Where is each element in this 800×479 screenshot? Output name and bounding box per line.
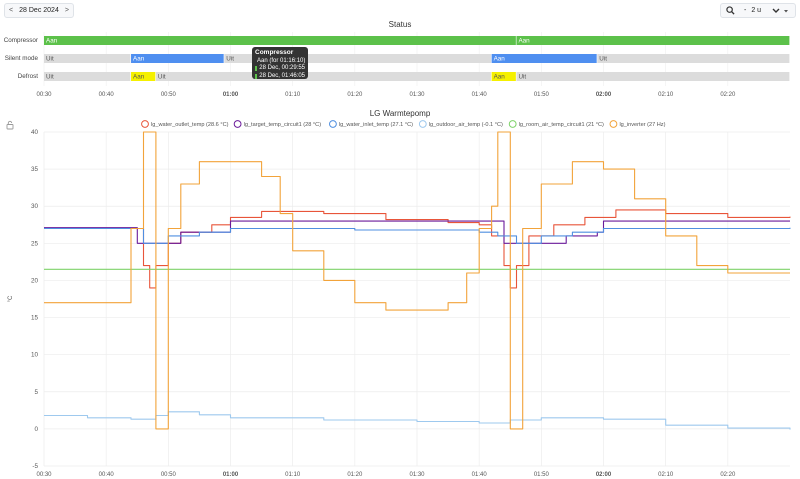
status-segment-label: Uit: [226, 56, 234, 63]
legend-marker[interactable]: [609, 120, 618, 128]
y-tick-label: 30: [31, 203, 39, 210]
status-time-tick: 02:20: [720, 92, 736, 98]
x-tick-label: 00:50: [161, 472, 177, 478]
chart-title: LG Warmtepomp: [369, 109, 431, 118]
status-time-tick: 02:00: [596, 92, 612, 98]
y-tick-label: 25: [31, 240, 39, 247]
status-segment-label: Aan: [46, 38, 58, 45]
x-tick-label: 01:30: [409, 472, 425, 478]
prev-day-button[interactable]: <: [9, 7, 14, 14]
status-segment-label: Aan: [133, 56, 145, 63]
legend-item[interactable]: lg_outdoor_air_temp (-0.1 °C): [429, 122, 503, 128]
status-time-tick: 01:20: [347, 92, 363, 98]
x-tick-label: 00:40: [99, 472, 115, 478]
x-tick-label: 00:30: [36, 472, 52, 478]
status-row-label: Silent mode: [5, 55, 39, 62]
status-time-tick: 00:30: [36, 92, 52, 98]
zoom-icon[interactable]: [726, 6, 735, 15]
legend-item[interactable]: lg_target_temp_circuit1 (28 °C): [244, 122, 322, 128]
status-segment[interactable]: [131, 54, 224, 63]
status-segment-label: Aan: [133, 74, 145, 81]
x-tick-label: 01:40: [472, 472, 488, 478]
status-title: Status: [388, 20, 412, 29]
status-time-tick: 01:10: [285, 92, 301, 98]
status-time-tick: 01:30: [409, 92, 425, 98]
legend-marker[interactable]: [141, 120, 149, 128]
status-tooltip: Compressor Aan (for 01:16:10) 28 Dec, 00…: [252, 47, 308, 79]
status-segment[interactable]: [224, 54, 492, 63]
legend-marker[interactable]: [233, 120, 242, 128]
status-segment[interactable]: [516, 36, 790, 45]
status-segment[interactable]: [155, 72, 491, 81]
status-time-tick: 00:40: [99, 92, 115, 98]
legend-marker[interactable]: [418, 120, 427, 128]
series-line-lg_inverter[interactable]: [44, 131, 790, 430]
legend-item[interactable]: lg_room_air_temp_circuit1 (21 °C): [519, 122, 604, 128]
status-row-label: Defrost: [18, 73, 39, 80]
chevron-down-icon[interactable]: [772, 7, 790, 15]
date-selector[interactable]: < 28 Dec 2024 >: [4, 3, 74, 18]
legend-item[interactable]: lg_water_outlet_temp (28.6 °C): [151, 122, 229, 128]
next-day-button[interactable]: >: [64, 7, 69, 14]
y-tick-label: 40: [31, 129, 39, 136]
x-tick-label: 02:00: [596, 472, 612, 478]
y-tick-label: 0: [34, 426, 38, 433]
status-segment[interactable]: [131, 72, 156, 81]
status-segment[interactable]: [491, 72, 516, 81]
status-time-tick: 01:40: [472, 92, 488, 98]
status-segment-label: Aan: [494, 56, 506, 63]
y-tick-label: 20: [31, 277, 39, 284]
status-time-tick: 00:50: [161, 92, 177, 98]
legend-marker[interactable]: [329, 120, 337, 128]
zoom-control[interactable]: - 2 u: [720, 3, 796, 18]
y-tick-label: 15: [31, 315, 39, 322]
tooltip-end: 28 Dec, 01:46:05: [259, 72, 305, 79]
x-tick-label: 02:10: [658, 472, 674, 478]
x-tick-label: 02:20: [720, 472, 736, 478]
y-tick-label: -5: [32, 463, 38, 470]
x-tick-label: 01:00: [223, 472, 239, 478]
series-line-lg_water_outlet_temp[interactable]: [44, 209, 791, 289]
y-tick-label: 35: [31, 166, 39, 173]
tooltip-swatch: [255, 73, 258, 79]
zoom-minus-button[interactable]: -: [744, 7, 747, 14]
status-segment-label: Uit: [158, 74, 166, 81]
current-date: 28 Dec 2024: [19, 7, 59, 14]
legend-item[interactable]: lg_water_inlet_temp (27.1 °C): [339, 122, 413, 128]
status-time-tick: 01:50: [534, 92, 550, 98]
tooltip-title: Compressor: [255, 49, 294, 56]
y-tick-label: 10: [31, 352, 39, 359]
status-timeline: Compressor Aan Aan Silent mode Uit Aan Uit Aan U…: [4, 32, 790, 98]
status-row-label: Compressor: [4, 37, 38, 44]
status-time-tick: 02:10: [658, 92, 674, 98]
status-segment-label: Uit: [46, 74, 54, 81]
status-segment-label: Aan: [494, 74, 506, 81]
status-segment[interactable]: [491, 54, 597, 63]
y-tick-label: 5: [34, 389, 38, 396]
status-segment[interactable]: [516, 72, 790, 81]
status-segment[interactable]: [44, 36, 516, 45]
status-segment-label: Uit: [599, 56, 607, 63]
x-tick-label: 01:50: [534, 472, 550, 478]
status-segment[interactable]: [44, 72, 131, 81]
status-segment-label: Uit: [518, 74, 526, 81]
x-tick-label: 01:10: [285, 472, 301, 478]
status-segment-label: Aan: [518, 38, 530, 45]
zoom-value: 2 u: [751, 7, 762, 14]
tooltip-start: 28 Dec, 00:29:55: [259, 65, 305, 71]
tooltip-swatch: [255, 66, 258, 72]
line-chart: lg_water_outlet_temp (28.6 °C) lg_target_…: [8, 120, 791, 478]
tooltip-state: Aan (for 01:16:10): [257, 57, 306, 64]
lock-icon[interactable]: [5, 120, 15, 130]
status-segment-label: Uit: [46, 56, 54, 63]
y-axis-label: °C: [8, 295, 14, 302]
status-segment[interactable]: [44, 54, 131, 63]
series-line-lg_water_inlet_temp[interactable]: [44, 227, 791, 244]
x-tick-label: 01:20: [347, 472, 363, 478]
legend-marker[interactable]: [508, 120, 517, 128]
status-segment[interactable]: [597, 54, 790, 63]
status-time-tick: 01:00: [223, 92, 239, 98]
legend-item[interactable]: lg_inverter (27 Hz): [619, 122, 665, 128]
